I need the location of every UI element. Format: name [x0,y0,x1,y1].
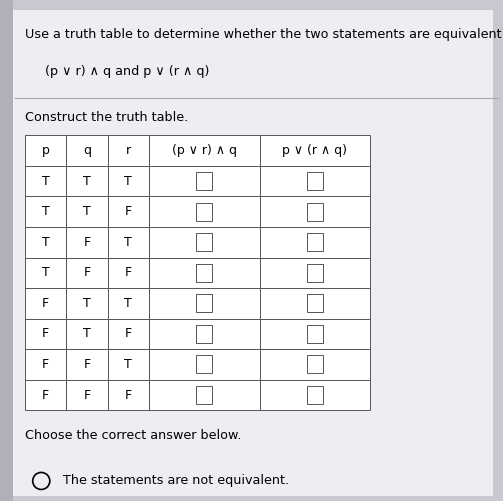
Text: F: F [42,358,49,371]
Bar [25,380,66,410]
Text: F: F [83,358,91,371]
Bar [149,227,260,258]
Bar [196,172,212,190]
Bar [307,264,323,282]
Bar [108,380,149,410]
Text: T: T [83,297,91,310]
Bar [25,258,66,288]
Text: T: T [83,175,91,187]
Bar [307,386,323,404]
Text: T: T [83,328,91,340]
Bar [108,227,149,258]
Bar [260,319,370,349]
Text: F: F [125,267,132,279]
Bar [260,166,370,196]
Text: T: T [124,297,132,310]
Text: F: F [42,297,49,310]
Text: (p ∨ r) ∧ q and p ∨ (r ∧ q): (p ∨ r) ∧ q and p ∨ (r ∧ q) [45,65,210,78]
Bar [196,203,212,221]
Bar [196,325,212,343]
Bar [25,135,66,166]
Bar [66,288,108,319]
Bar [25,319,66,349]
Text: T: T [42,236,50,248]
Bar [25,166,66,196]
Text: F: F [42,389,49,401]
Bar [66,319,108,349]
Text: T: T [124,358,132,371]
Text: F: F [125,205,132,218]
Bar [149,166,260,196]
Bar [196,356,212,374]
Bar [260,135,370,166]
Text: p: p [42,144,50,157]
Bar [108,196,149,227]
Bar [108,319,149,349]
Text: (p ∨ r) ∧ q: (p ∨ r) ∧ q [172,144,237,157]
Bar [66,380,108,410]
Bar [307,233,323,252]
Text: T: T [42,267,50,279]
Text: T: T [42,205,50,218]
Text: F: F [83,389,91,401]
Text: Construct the truth table.: Construct the truth table. [25,111,189,124]
Bar [260,227,370,258]
Text: q: q [83,144,91,157]
Text: F: F [125,328,132,340]
Bar [307,203,323,221]
Bar [66,227,108,258]
Text: p ∨ (r ∧ q): p ∨ (r ∧ q) [282,144,348,157]
Bar [260,196,370,227]
Text: T: T [124,236,132,248]
Text: Use a truth table to determine whether the two statements are equivalent.: Use a truth table to determine whether t… [25,28,503,41]
Bar [66,135,108,166]
Text: F: F [83,236,91,248]
Text: The statements are not equivalent.: The statements are not equivalent. [63,474,289,487]
Bar [25,288,66,319]
Text: F: F [42,328,49,340]
Bar [25,196,66,227]
Bar [307,172,323,190]
Text: F: F [125,389,132,401]
Bar [307,325,323,343]
Bar [149,349,260,380]
Bar [149,196,260,227]
Bar [149,319,260,349]
Bar [149,288,260,319]
Bar [260,380,370,410]
Bar [260,258,370,288]
Bar [149,135,260,166]
Bar [108,288,149,319]
Bar [66,349,108,380]
Bar [196,264,212,282]
Bar [108,349,149,380]
Bar [25,227,66,258]
Text: T: T [42,175,50,187]
Bar [149,258,260,288]
Text: Choose the correct answer below.: Choose the correct answer below. [25,429,241,442]
Bar [108,166,149,196]
Bar [25,349,66,380]
Bar [66,166,108,196]
Bar [260,349,370,380]
Bar [196,295,212,313]
Bar [260,288,370,319]
Bar [196,386,212,404]
Bar [66,258,108,288]
Bar [307,356,323,374]
Text: T: T [124,175,132,187]
Text: F: F [83,267,91,279]
Bar [307,295,323,313]
Text: T: T [83,205,91,218]
Bar [149,380,260,410]
Bar [108,135,149,166]
Bar [196,233,212,252]
Text: r: r [126,144,131,157]
Bar [108,258,149,288]
Bar [66,196,108,227]
